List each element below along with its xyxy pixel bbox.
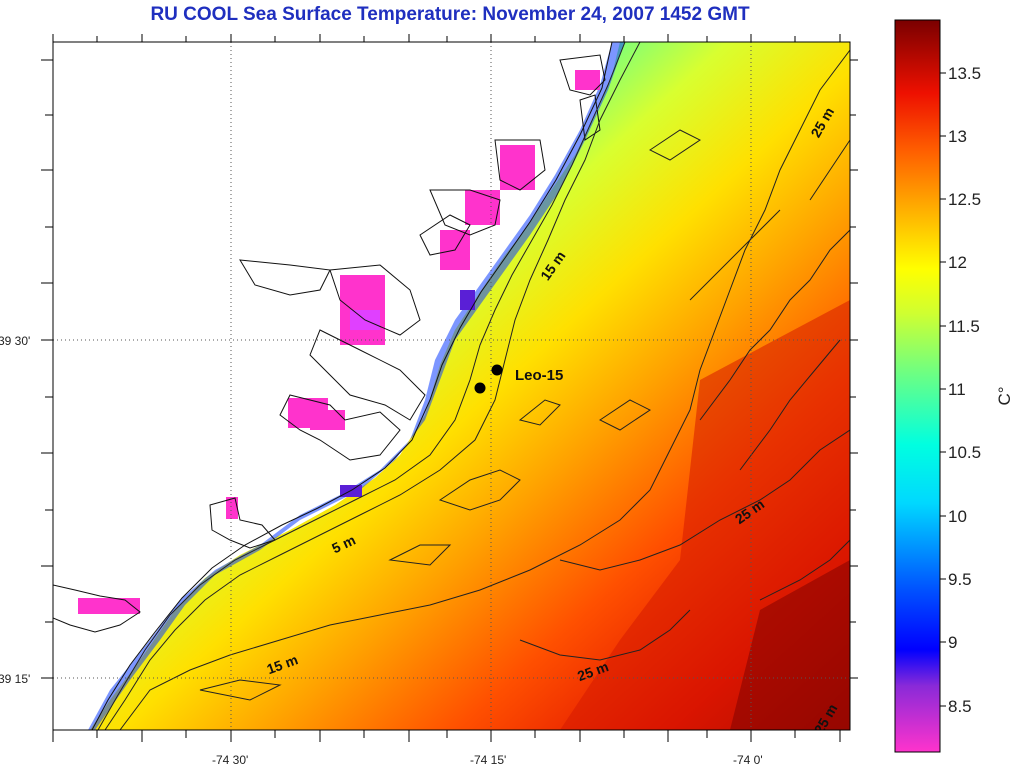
colorbar-label-9-5: 9.5 [948, 570, 972, 589]
station-marker-north[interactable] [491, 364, 503, 376]
colorbar-label-13: 13 [948, 127, 967, 146]
colorbar-label-10: 10 [948, 507, 967, 526]
colorbar-label-9: 9 [948, 633, 957, 652]
colorbar-label-13-5: 13.5 [948, 64, 981, 83]
colorbar-label-10-5: 10.5 [948, 443, 981, 462]
colorbar-label-12: 12 [948, 253, 967, 272]
lat-label-39-15: 39 15' [0, 672, 30, 686]
lon-label-74-0: -74 0' [733, 753, 763, 767]
nearshore-cold-band [88, 42, 625, 730]
ocean-sst-field [90, 42, 850, 730]
graticule [53, 42, 850, 730]
lon-label-74-15: -74 15' [470, 753, 506, 767]
colorbar-unit: C° [995, 386, 1014, 405]
colorbar-label-11-5: 11.5 [948, 317, 980, 336]
map-frame [52, 41, 851, 731]
colorbar [894, 19, 941, 753]
map-title: RU COOL Sea Surface Temperature: Novembe… [150, 4, 750, 25]
axis-ticks [41, 34, 858, 742]
bathymetry-contours [97, 42, 850, 730]
colorbar-ticks [940, 72, 946, 707]
colorbar-label-12-5: 12.5 [948, 190, 981, 209]
warmest-water-core [730, 560, 850, 730]
colorbar-label-11: 11 [948, 380, 966, 399]
lon-label-74-30: -74 30' [212, 753, 248, 767]
lat-label-39-30: 39 30' [0, 334, 30, 348]
station-label: Leo-15 [515, 367, 563, 384]
colorbar-label-8-5: 8.5 [948, 697, 972, 716]
station-marker-south[interactable] [474, 382, 486, 394]
